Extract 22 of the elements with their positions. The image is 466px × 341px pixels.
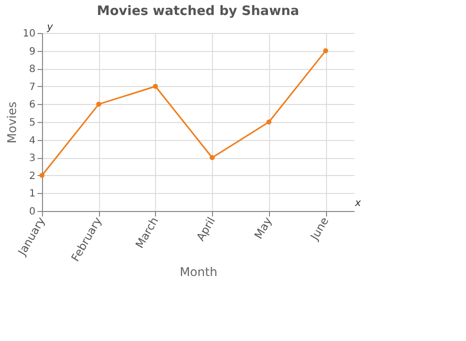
y-tick-label: 1 <box>29 188 36 200</box>
y-tick-label: 3 <box>29 153 36 164</box>
y-axis-title: Movies <box>4 102 19 144</box>
text: y <box>46 22 54 33</box>
y-tick-label: 5 <box>29 118 36 128</box>
point <box>40 172 44 178</box>
y-tick-label: 0 <box>29 206 36 218</box>
y-tick-label: 9 <box>29 46 36 58</box>
point <box>96 102 102 107</box>
point <box>210 155 215 160</box>
text: x <box>354 198 362 209</box>
point <box>152 84 158 89</box>
point <box>266 120 272 124</box>
point <box>323 48 328 54</box>
y-tick-label: 6 <box>29 100 36 111</box>
y-tick-label: 8 <box>29 64 36 76</box>
y-tick-label: 7 <box>29 82 36 93</box>
chart-title: Movies watched by Shawna <box>96 4 300 19</box>
y-tick-label: 4 <box>29 135 36 146</box>
y-tick-label: 2 <box>29 170 36 182</box>
x-axis-title: Month <box>180 265 218 280</box>
y-tick-label: 10 <box>22 28 36 40</box>
